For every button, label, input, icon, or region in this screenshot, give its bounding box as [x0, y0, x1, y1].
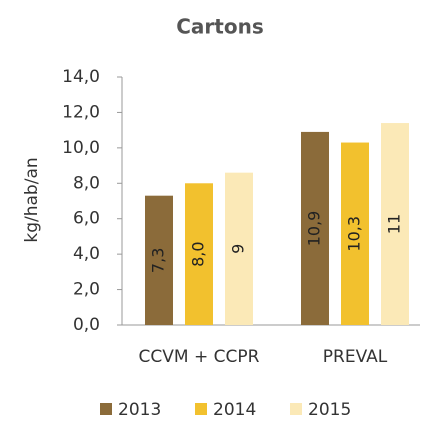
- x-tick-label: CCVM + CCPR: [139, 347, 260, 367]
- legend-label: 2014: [213, 400, 256, 420]
- value-label: 11: [385, 214, 404, 234]
- value-label: 10,9: [305, 211, 324, 247]
- bar: [341, 142, 369, 325]
- y-tick-label: 10,0: [62, 138, 100, 158]
- chart-title: Cartons: [176, 15, 263, 39]
- value-label: 10,3: [345, 216, 364, 252]
- bar: [145, 195, 173, 325]
- bar: [381, 123, 409, 325]
- y-tick-label: 12,0: [62, 102, 100, 122]
- value-label: 9: [229, 244, 248, 254]
- y-axis-label: kg/hab/an: [22, 157, 42, 242]
- y-tick-label: 6,0: [73, 209, 100, 229]
- bar: [301, 131, 329, 325]
- bar: [185, 183, 213, 325]
- legend-swatch: [195, 403, 207, 415]
- legend-swatch: [290, 403, 302, 415]
- y-tick-label: 14,0: [62, 67, 100, 87]
- bar: [225, 172, 253, 325]
- y-tick-label: 8,0: [73, 173, 100, 193]
- legend-label: 2013: [118, 400, 161, 420]
- value-label: 7,3: [149, 248, 168, 273]
- y-tick-label: 2,0: [73, 280, 100, 300]
- legend-label: 2015: [308, 400, 351, 420]
- legend-swatch: [100, 403, 112, 415]
- value-label: 8,0: [189, 241, 208, 266]
- y-tick-label: 4,0: [73, 244, 100, 264]
- y-tick-label: 0,0: [73, 315, 100, 335]
- x-tick-label: PREVAL: [323, 347, 388, 367]
